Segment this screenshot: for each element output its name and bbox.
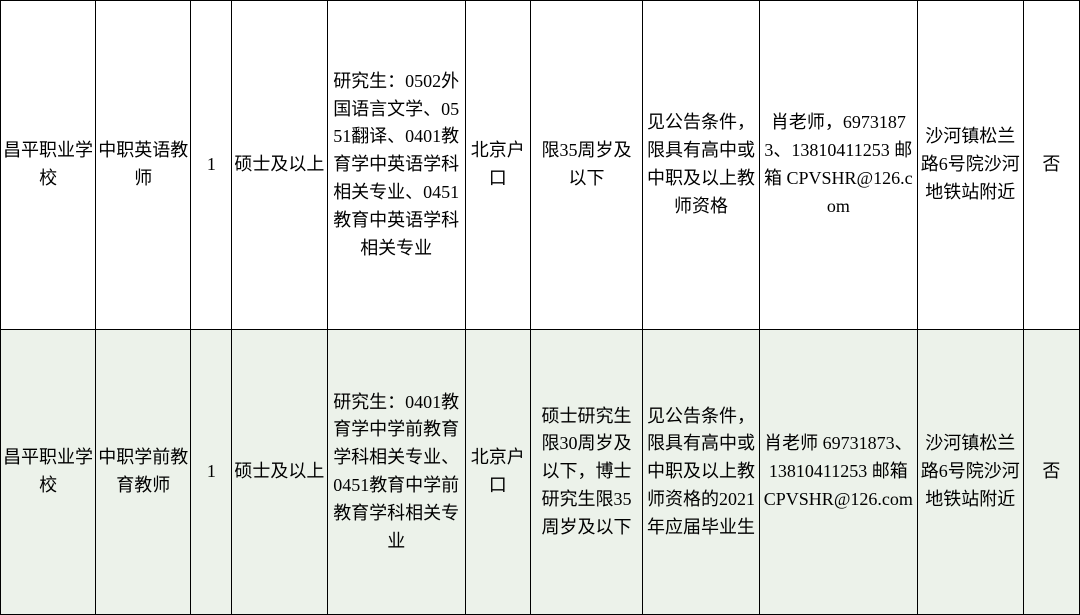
table-body: 昌平职业学校 中职英语教师 1 硕士及以上 研究生：0502外国语言文学、055… [1, 1, 1080, 615]
cell-address: 沙河镇松兰路6号院沙河地铁站附近 [917, 1, 1023, 330]
cell-flag: 否 [1023, 330, 1079, 615]
cell-age: 硕士研究生限30周岁及以下，博士研究生限35周岁及以下 [530, 330, 642, 615]
cell-hukou: 北京户口 [465, 1, 530, 330]
cell-position: 中职英语教师 [96, 1, 191, 330]
cell-age: 限35周岁及以下 [530, 1, 642, 330]
cell-address: 沙河镇松兰路6号院沙河地铁站附近 [917, 330, 1023, 615]
cell-count: 1 [191, 1, 232, 330]
cell-hukou: 北京户口 [465, 330, 530, 615]
cell-school: 昌平职业学校 [1, 1, 96, 330]
table-row: 昌平职业学校 中职英语教师 1 硕士及以上 研究生：0502外国语言文学、055… [1, 1, 1080, 330]
cell-flag: 否 [1023, 1, 1079, 330]
cell-other-req: 见公告条件，限具有高中或中职及以上教师资格的2021年应届毕业生 [643, 330, 760, 615]
recruitment-table: 昌平职业学校 中职英语教师 1 硕士及以上 研究生：0502外国语言文学、055… [0, 0, 1080, 615]
cell-contact: 肖老师，69731873、13810411253 邮箱 CPVSHR@126.c… [759, 1, 917, 330]
cell-count: 1 [191, 330, 232, 615]
cell-degree: 硕士及以上 [232, 1, 327, 330]
cell-major: 研究生：0401教育学中学前教育学科相关专业、0451教育中学前教育学科相关专业 [327, 330, 465, 615]
cell-other-req: 见公告条件，限具有高中或中职及以上教师资格 [643, 1, 760, 330]
cell-contact: 肖老师 69731873、13810411253 邮箱 CPVSHR@126.c… [759, 330, 917, 615]
cell-degree: 硕士及以上 [232, 330, 327, 615]
cell-major: 研究生：0502外国语言文学、0551翻译、0401教育学中英语学科相关专业、0… [327, 1, 465, 330]
cell-school: 昌平职业学校 [1, 330, 96, 615]
cell-position: 中职学前教育教师 [96, 330, 191, 615]
table-row: 昌平职业学校 中职学前教育教师 1 硕士及以上 研究生：0401教育学中学前教育… [1, 330, 1080, 615]
